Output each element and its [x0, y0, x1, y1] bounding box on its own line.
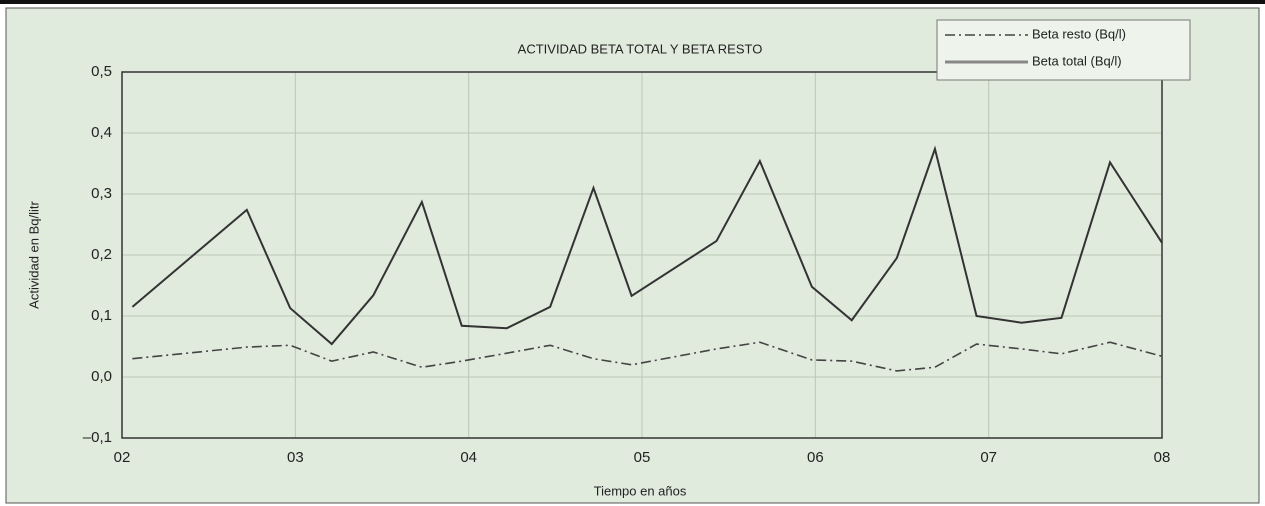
y-tick-label: 0,2 — [91, 246, 112, 263]
x-tick-label: 07 — [980, 449, 997, 466]
x-tick-label: 02 — [114, 449, 131, 466]
y-axis-label: Actividad en Bq/litr — [26, 201, 41, 309]
y-tick-label: 0,3 — [91, 185, 112, 202]
y-tick-label: 0,0 — [91, 368, 112, 385]
chart-title: ACTIVIDAD BETA TOTAL Y BETA RESTO — [518, 41, 763, 56]
x-tick-label: 03 — [287, 449, 304, 466]
legend-label: Beta resto (Bq/l) — [1032, 26, 1126, 41]
y-tick-label: –0,1 — [83, 429, 112, 446]
series-line — [131, 145, 1163, 346]
plot-border — [121, 71, 1163, 439]
x-axis-label: Tiempo en años — [594, 483, 687, 498]
y-tick-label: 0,1 — [91, 307, 112, 324]
x-tick-label: 05 — [634, 449, 651, 466]
x-tick-label: 08 — [1154, 449, 1171, 466]
legend-label: Beta total (Bq/l) — [1032, 53, 1122, 68]
y-tick-label: 0,4 — [91, 124, 112, 141]
x-tick-label: 06 — [807, 449, 824, 466]
y-tick-label: 0,5 — [91, 63, 112, 80]
top-rule — [0, 0, 1265, 4]
legend-box — [936, 19, 1191, 81]
series-line — [132, 341, 1163, 372]
x-tick-label: 04 — [460, 449, 477, 466]
